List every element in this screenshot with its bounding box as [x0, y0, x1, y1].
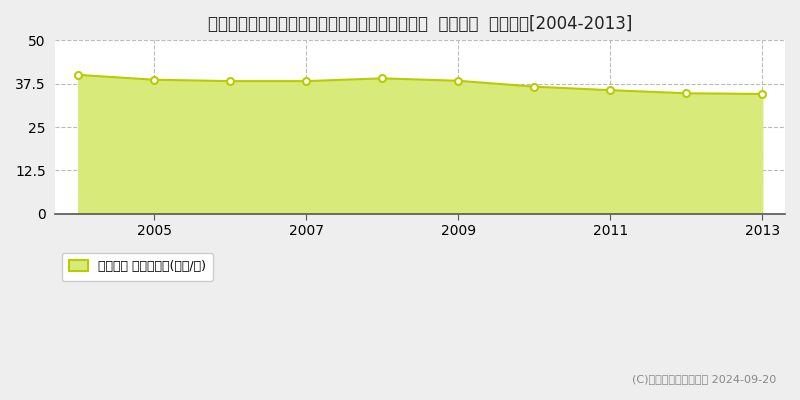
Point — [528, 84, 541, 90]
Point — [148, 76, 161, 83]
Point — [72, 72, 85, 78]
Title: 埼玉県さいたま市見沼区大字御蔵字原前９５番２  公示地価  地価推移[2004-2013]: 埼玉県さいたま市見沼区大字御蔵字原前９５番２ 公示地価 地価推移[2004-20… — [208, 15, 633, 33]
Point — [680, 90, 693, 96]
Point — [756, 91, 769, 97]
Point — [604, 87, 617, 93]
Point — [224, 78, 237, 84]
Point — [300, 78, 313, 84]
Text: (C)土地価格ドットコム 2024-09-20: (C)土地価格ドットコム 2024-09-20 — [632, 374, 776, 384]
Point — [452, 78, 465, 84]
Legend: 公示地価 平均坪単価(万円/坪): 公示地価 平均坪単価(万円/坪) — [62, 253, 214, 281]
Point — [376, 75, 389, 82]
